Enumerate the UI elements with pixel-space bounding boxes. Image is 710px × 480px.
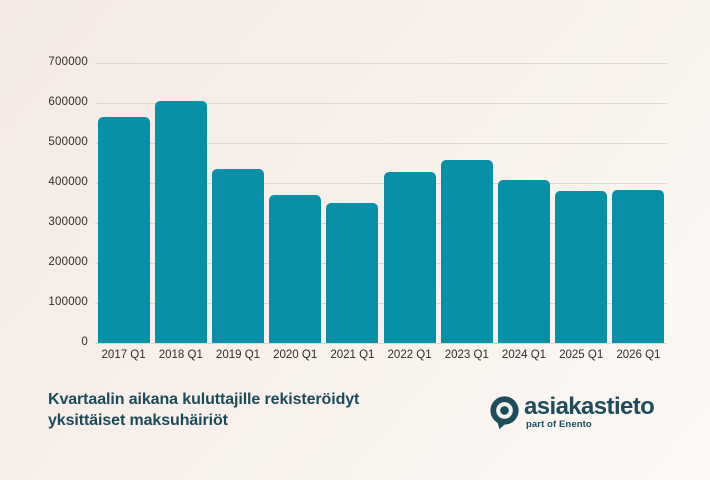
caption-line-2: yksittäiset maksuhäiriöt (48, 412, 228, 429)
bar-2018-q1 (154, 101, 207, 343)
bar-2023-q1 (440, 159, 493, 343)
x-tick-label-2026-q1: 2026 Q1 (616, 349, 661, 361)
x-tick-label-2020-q1: 2020 Q1 (273, 349, 318, 361)
x-tick-label-2018-q1: 2018 Q1 (158, 349, 203, 361)
asiakastieto-logo: asiakastieto part of Enento (490, 393, 655, 431)
gridline-400000 (95, 183, 667, 184)
x-tick-label-2023-q1: 2023 Q1 (444, 349, 489, 361)
logo-name: asiakastieto (524, 393, 655, 420)
logo-tagline: part of Enento (526, 419, 592, 430)
x-tick-label-2017-q1: 2017 Q1 (101, 349, 146, 361)
gridline-600000 (95, 103, 667, 104)
y-tick-label-0: 0 (81, 336, 88, 348)
y-tick-label-200000: 200000 (48, 256, 88, 268)
bar-2019-q1 (212, 168, 264, 343)
y-tick-label-400000: 400000 (48, 176, 88, 188)
gridline-300000 (95, 223, 667, 224)
gridline-200000 (95, 263, 667, 264)
bar-2025-q1 (555, 190, 608, 343)
bar-2026-q1 (612, 190, 665, 343)
gridline-100000 (95, 303, 667, 304)
x-tick-label-2024-q1: 2024 Q1 (501, 349, 547, 361)
bar-2021-q1 (326, 202, 379, 343)
y-tick-label-600000: 600000 (48, 96, 88, 108)
speech-bubble-target-icon (490, 396, 519, 430)
bar-2020-q1 (269, 195, 322, 343)
caption-line-1: Kvartaalin aikana kuluttajille rekisterö… (48, 391, 360, 408)
chart-caption: Kvartaalin aikana kuluttajille rekisterö… (48, 389, 359, 431)
x-tick-label-2019-q1: 2019 Q1 (215, 349, 261, 361)
y-tick-label-100000: 100000 (48, 296, 88, 308)
bar-2017-q1 (97, 117, 150, 343)
y-tick-label-500000: 500000 (48, 136, 88, 148)
x-tick-label-2022-q1: 2022 Q1 (387, 349, 432, 361)
y-tick-label-700000: 700000 (48, 56, 88, 68)
bar-2024-q1 (498, 179, 550, 343)
x-tick-label-2025-q1: 2025 Q1 (559, 349, 604, 361)
x-tick-label-2021-q1: 2021 Q1 (330, 349, 375, 361)
gridline-500000 (95, 143, 667, 144)
gridline-700000 (95, 63, 667, 64)
bar-2022-q1 (383, 171, 436, 343)
gridline-0 (95, 343, 667, 344)
logo-text: asiakastieto part of Enento (524, 393, 655, 431)
y-tick-label-300000: 300000 (48, 216, 88, 228)
